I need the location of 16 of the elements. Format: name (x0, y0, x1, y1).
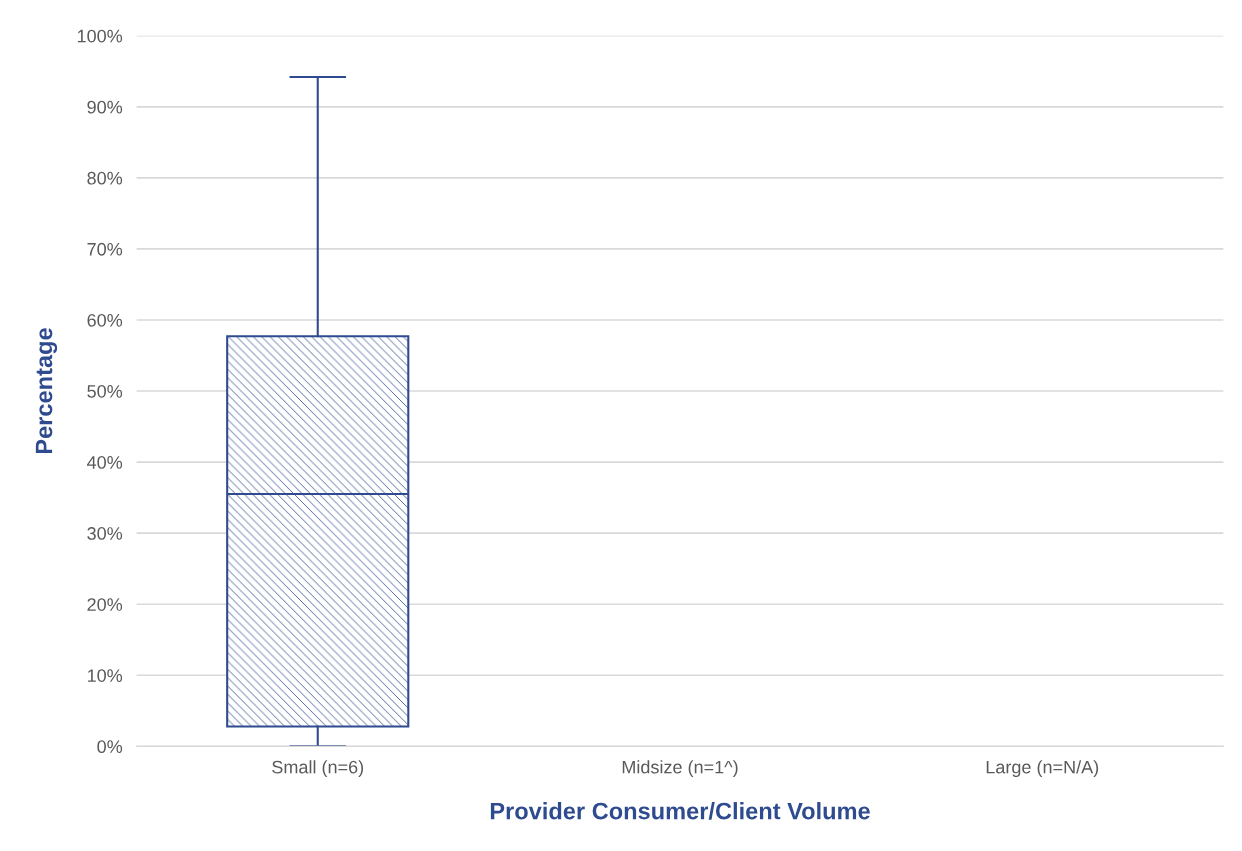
y-tick-label: 100% (77, 29, 123, 43)
y-axis-title: Percentage (35, 328, 58, 454)
y-tick-label: 70% (87, 242, 123, 256)
y-tick-label: 20% (87, 598, 123, 611)
x-axis-title: Provider Consumer/Client Volume (490, 802, 870, 820)
y-tick-label: 80% (87, 171, 123, 185)
y-tick-label: 60% (87, 313, 123, 327)
x-tick-label: Large (n=N/A) (986, 760, 1099, 778)
y-tick-label: 90% (87, 100, 123, 114)
y-tick-label: 10% (87, 669, 123, 682)
y-tick-label: 40% (87, 456, 123, 469)
y-tick-label: 50% (87, 384, 123, 398)
y-tick-label: 30% (87, 527, 123, 540)
x-tick-label: Midsize (n=1^) (622, 760, 738, 778)
x-tick-label: Small (n=6) (272, 760, 364, 778)
y-tick-label: 0% (97, 740, 123, 754)
